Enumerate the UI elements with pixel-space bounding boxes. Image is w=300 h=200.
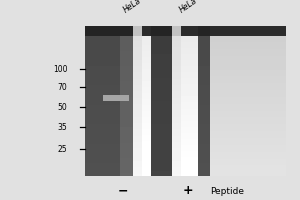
Text: HeLa: HeLa [122,0,143,15]
Text: 25: 25 [58,144,68,154]
Text: HeLa: HeLa [177,0,198,15]
Text: 35: 35 [58,122,68,132]
Text: 50: 50 [58,102,68,112]
Text: −: − [118,184,128,198]
Text: 100: 100 [53,64,68,73]
Text: 70: 70 [58,83,68,92]
Text: Peptide: Peptide [210,186,244,196]
Text: +: + [182,184,193,198]
